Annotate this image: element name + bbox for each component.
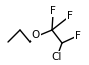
Text: O: O [32, 30, 40, 40]
Text: F: F [67, 11, 73, 21]
Text: Cl: Cl [52, 52, 62, 62]
Text: F: F [50, 6, 56, 16]
Text: F: F [75, 31, 81, 41]
